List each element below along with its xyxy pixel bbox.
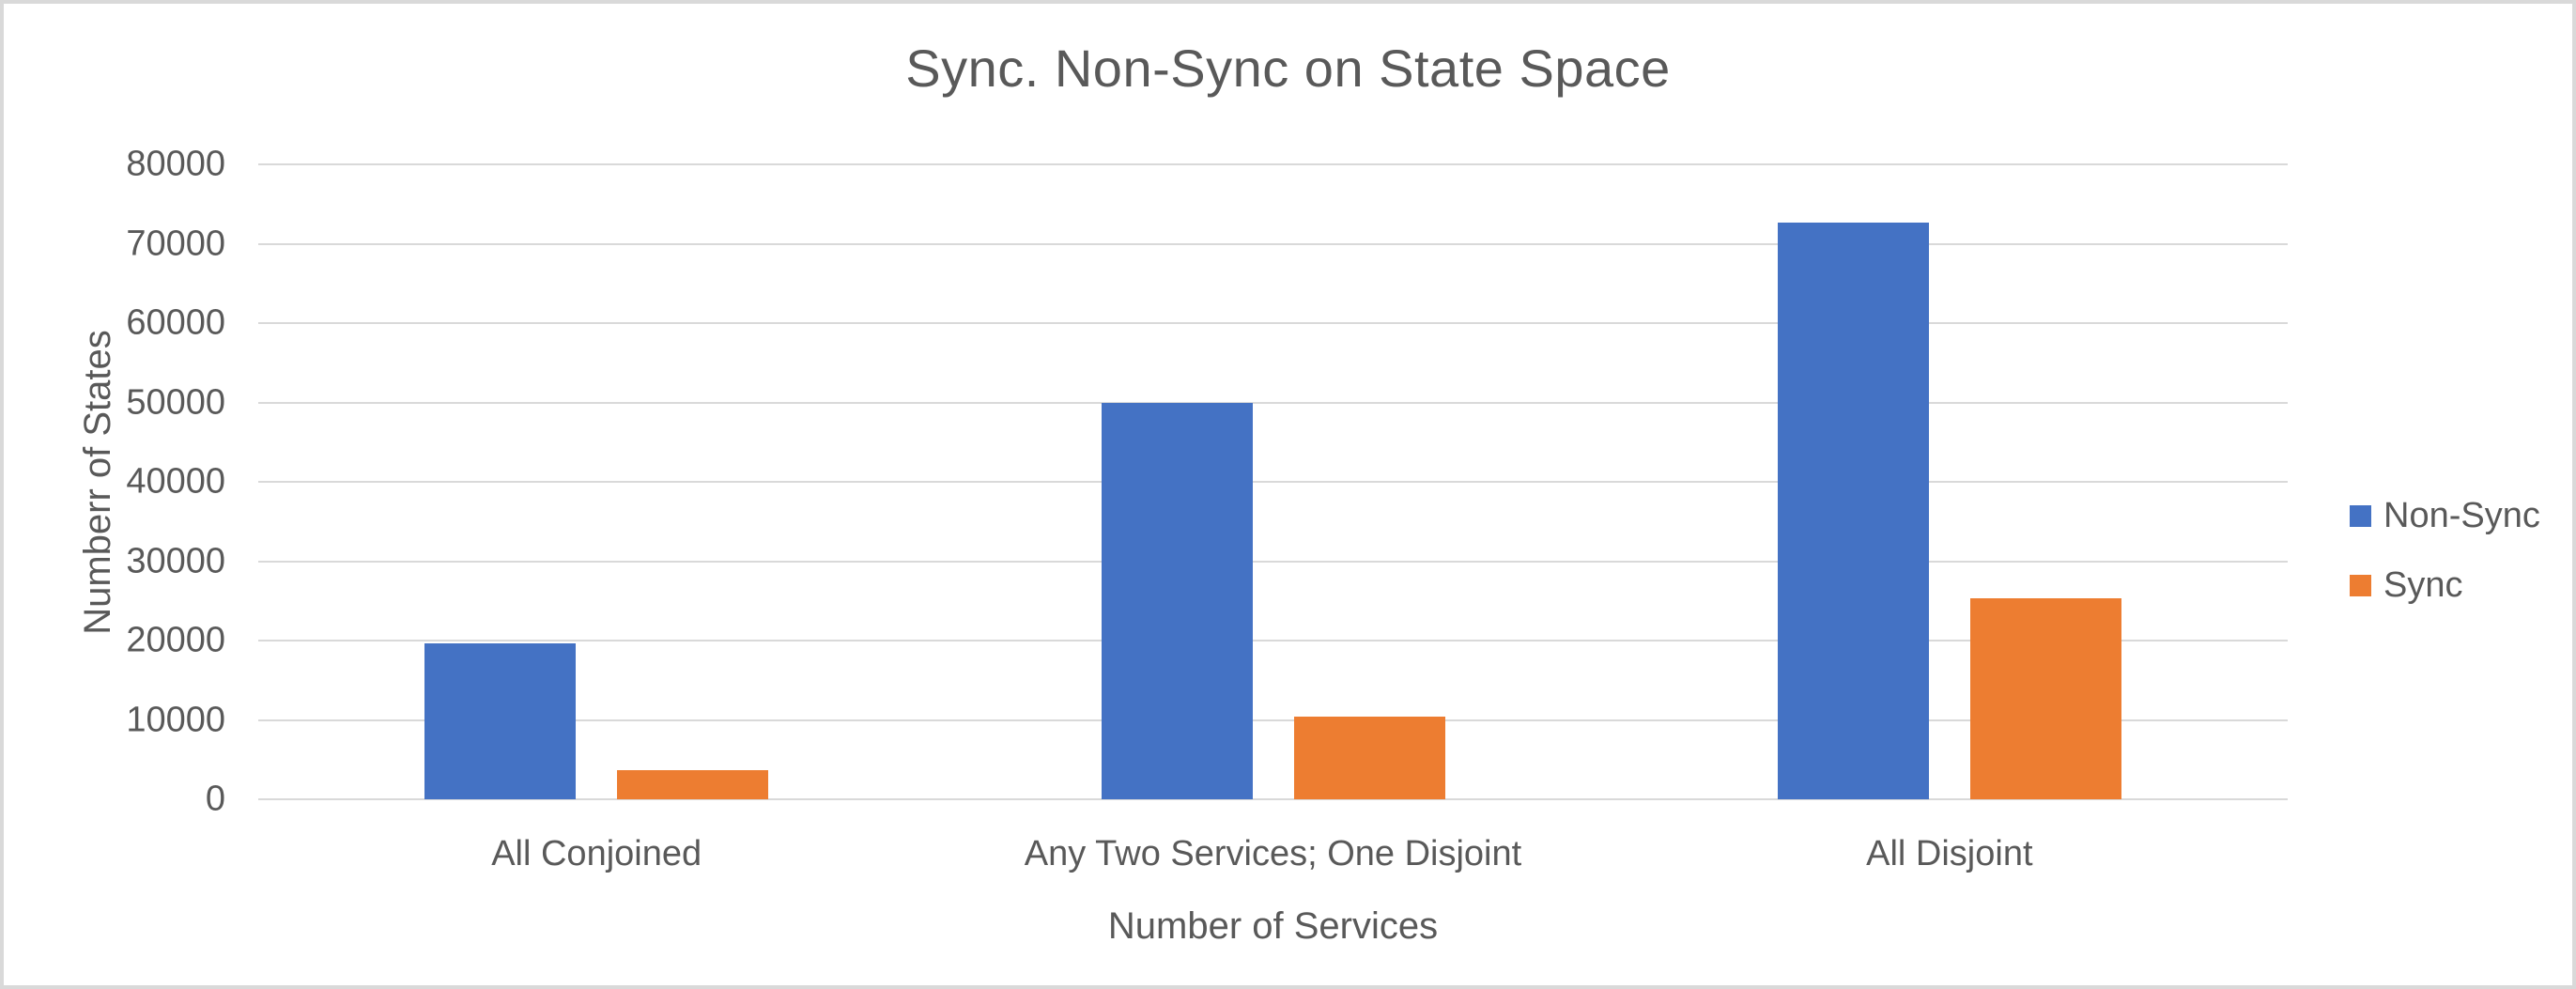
legend-swatch-non-sync [2350,505,2371,527]
gridline-70000 [258,242,2288,245]
y-tick-label-70000: 70000 [126,224,225,263]
gridline-30000 [258,560,2288,563]
gridline-80000 [258,163,2288,165]
x-category-label-all-disjoint: All Disjoint [1866,834,2033,873]
plot-area [258,163,2288,800]
gridline-40000 [258,481,2288,483]
legend-label-sync: Sync [2383,565,2463,605]
y-tick-label-80000: 80000 [126,144,225,184]
bar-non-sync-any-two-services-one-disjoint [1101,402,1253,799]
y-tick-label-0: 0 [205,779,225,819]
legend-label-non-sync: Non-Sync [2383,496,2540,535]
y-tick-label-30000: 30000 [126,541,225,580]
bar-non-sync-all-conjoined [424,642,577,799]
x-category-label-all-conjoined: All Conjoined [491,834,702,873]
bar-sync-all-conjoined [617,769,769,799]
bar-sync-all-disjoint [1969,598,2121,799]
legend: Non-Sync Sync [2350,496,2540,606]
y-tick-label-50000: 50000 [126,382,225,422]
gridline-60000 [258,322,2288,324]
y-tick-label-20000: 20000 [126,620,225,660]
gridline-10000 [258,719,2288,721]
legend-entry-non-sync: Non-Sync [2350,496,2540,536]
x-category-label-any-two-services-one-disjoint: Any Two Services; One Disjoint [1024,834,1522,873]
y-tick-label-40000: 40000 [126,461,225,502]
bar-sync-any-two-services-one-disjoint [1293,717,1445,799]
chart-title: Sync. Non-Sync on State Space [905,39,1671,98]
legend-swatch-sync [2350,575,2371,596]
y-tick-label-10000: 10000 [126,700,225,739]
gridline-50000 [258,401,2288,404]
bar-non-sync-all-disjoint [1777,222,1929,799]
y-tick-label-60000: 60000 [126,302,225,343]
y-tick-labels: 0 10000 20000 30000 40000 50000 60000 70000 8000… [60,145,225,819]
x-category-labels: All Conjoined Any Two Services; One Disjo… [258,834,2288,874]
legend-entry-sync: Sync [2350,565,2540,606]
gridline-0 [258,798,2288,800]
x-axis-title: Number of Services [1107,905,1439,947]
gridline-20000 [258,640,2288,641]
